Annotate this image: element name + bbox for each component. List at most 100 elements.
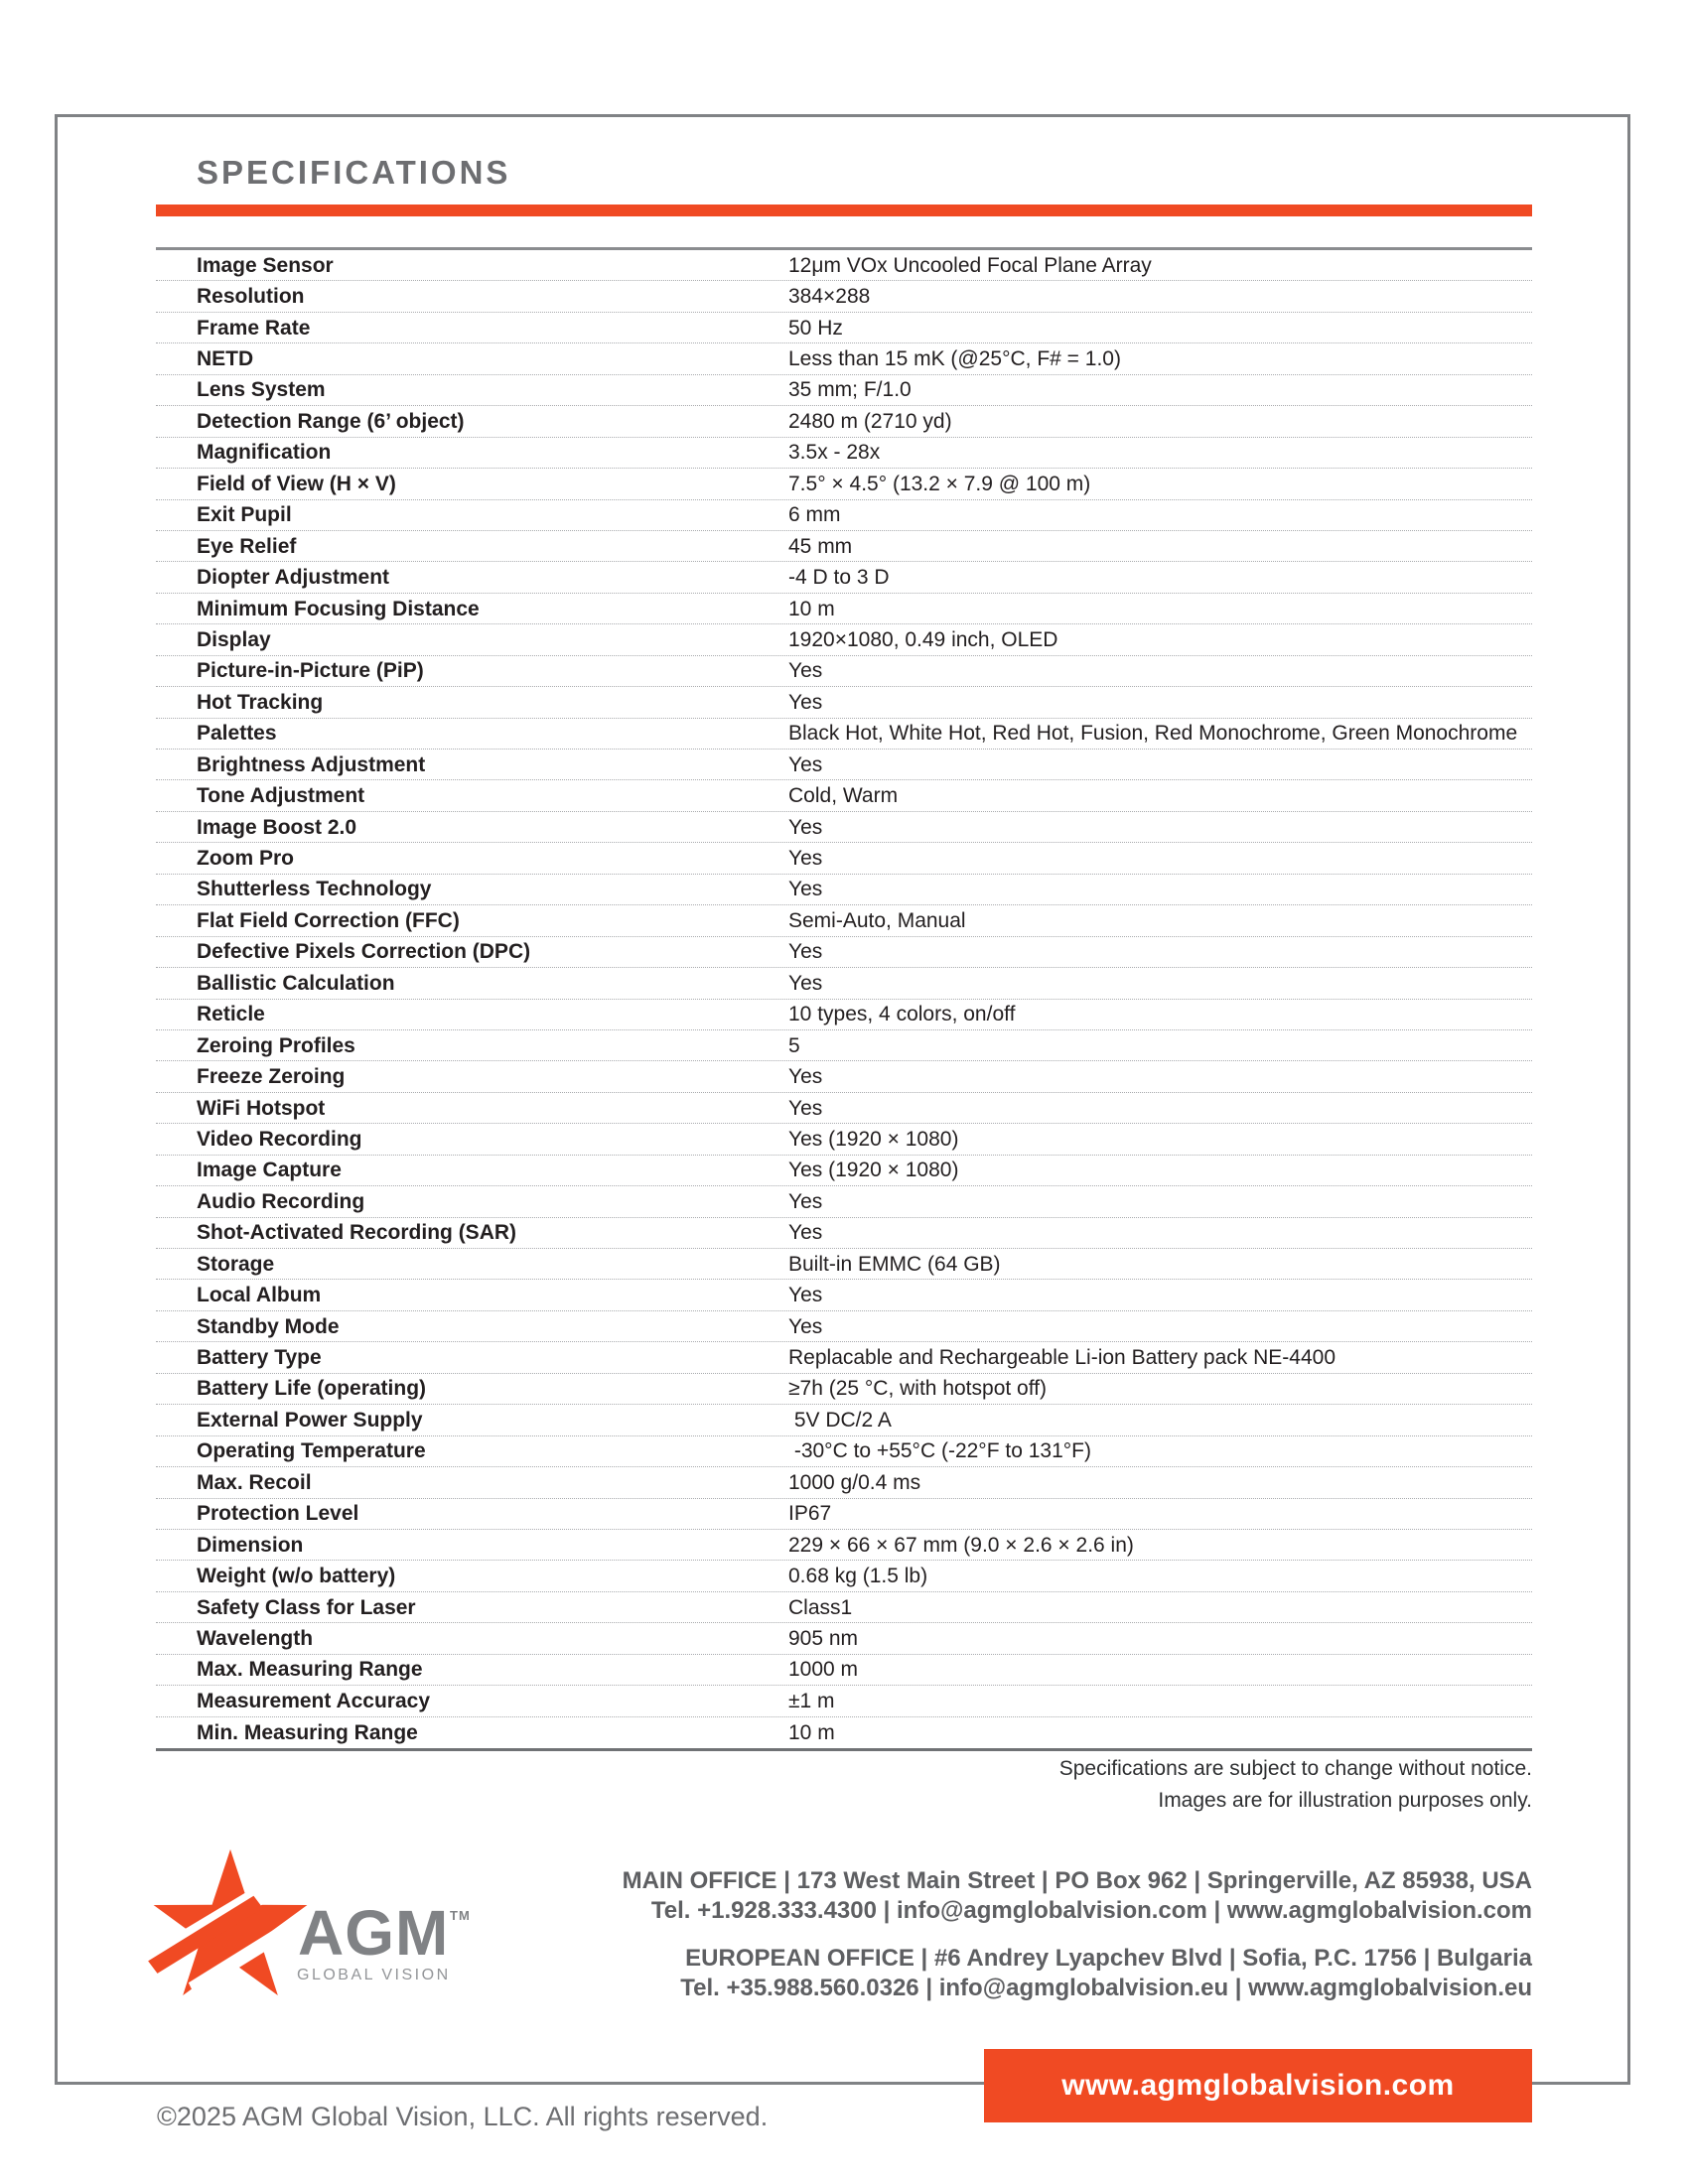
- spec-value: 6 mm: [788, 503, 841, 527]
- spec-label: Diopter Adjustment: [197, 566, 390, 590]
- table-row: Display 1920×1080, 0.49 inch, OLED: [156, 624, 1532, 656]
- website-banner[interactable]: www.agmglobalvision.com: [984, 2049, 1532, 2122]
- spec-label: Dimension: [197, 1533, 304, 1557]
- spec-label: Audio Recording: [197, 1189, 365, 1213]
- agm-logo-wordmark: AGM: [298, 1897, 450, 1969]
- table-row: Battery Type Replacable and Rechargeable …: [156, 1342, 1532, 1374]
- copyright-notice: ©2025 AGM Global Vision, LLC. All rights…: [157, 2102, 769, 2131]
- spec-value: Yes: [788, 690, 823, 714]
- spec-value: 5V DC/2 A: [788, 1408, 892, 1432]
- table-row: Max. Measuring Range 1000 m: [156, 1655, 1532, 1687]
- spec-label: Display: [197, 627, 271, 651]
- table-row: Eye Relief 45 mm: [156, 531, 1532, 563]
- european-office-contacts: Tel. +35.988.560.0326 | info@agmglobalvi…: [680, 1975, 1532, 2001]
- spec-value: 12μm VOx Uncooled Focal Plane Array: [788, 253, 1152, 277]
- table-row: Shot-Activated Recording (SAR) Yes: [156, 1218, 1532, 1249]
- spec-label: NETD: [197, 347, 254, 371]
- spec-label: Video Recording: [197, 1127, 362, 1151]
- spec-value: 905 nm: [788, 1626, 859, 1650]
- spec-label: Max. Recoil: [197, 1470, 312, 1494]
- spec-label: Image Boost 2.0: [197, 815, 357, 839]
- main-office-contacts: Tel. +1.928.333.4300 | info@agmglobalvis…: [650, 1897, 1532, 1924]
- footnote-line: Specifications are subject to change wit…: [1058, 1757, 1532, 1780]
- table-row: Zeroing Profiles 5: [156, 1030, 1532, 1062]
- spec-label: Lens System: [197, 378, 326, 402]
- spec-label: Storage: [197, 1252, 275, 1276]
- table-row: Video Recording Yes (1920 × 1080): [156, 1124, 1532, 1156]
- spec-value: 35 mm; F/1.0: [788, 378, 912, 402]
- table-row: Flat Field Correction (FFC) Semi-Auto, Ma…: [156, 905, 1532, 937]
- spec-label: Battery Life (operating): [197, 1377, 427, 1401]
- main-office-address: MAIN OFFICE | 173 West Main Street | PO …: [622, 1867, 1532, 1894]
- spec-value: Yes: [788, 659, 823, 683]
- spec-value: Semi-Auto, Manual: [788, 908, 966, 932]
- spec-value: Yes: [788, 847, 823, 871]
- trademark-symbol: TM: [450, 1908, 471, 1923]
- table-row: Image Boost 2.0 Yes: [156, 812, 1532, 844]
- table-row: Brightness Adjustment Yes: [156, 750, 1532, 781]
- table-row: Resolution 384×288: [156, 281, 1532, 313]
- table-row: Zoom Pro Yes: [156, 843, 1532, 875]
- spec-value: 229 × 66 × 67 mm (9.0 × 2.6 × 2.6 in): [788, 1533, 1134, 1557]
- spec-label: Resolution: [197, 285, 305, 309]
- table-row: Palettes Black Hot, White Hot, Red Hot, F…: [156, 719, 1532, 750]
- spec-value: Yes: [788, 1284, 823, 1307]
- spec-value: 7.5° × 4.5° (13.2 × 7.9 @ 100 m): [788, 472, 1091, 495]
- spec-value: Yes: [788, 1065, 823, 1089]
- spec-value: Yes: [788, 971, 823, 995]
- table-row: Detection Range (6’ object) 2480 m (2710 …: [156, 406, 1532, 438]
- table-row: Picture-in-Picture (PiP) Yes: [156, 656, 1532, 688]
- table-row: NETD Less than 15 mK (@25°C, F# = 1.0): [156, 343, 1532, 375]
- spec-value: Less than 15 mK (@25°C, F# = 1.0): [788, 347, 1121, 371]
- table-row: Ballistic Calculation Yes: [156, 968, 1532, 1000]
- spec-label: Zoom Pro: [197, 847, 294, 871]
- table-row: Reticle 10 types, 4 colors, on/off: [156, 1000, 1532, 1030]
- spec-label: WiFi Hotspot: [197, 1096, 326, 1120]
- table-row: Safety Class for Laser Class1: [156, 1592, 1532, 1624]
- table-row: Operating Temperature -30°C to +55°C (-2…: [156, 1436, 1532, 1468]
- table-row: Image Sensor 12μm VOx Uncooled Focal Plan…: [156, 250, 1532, 282]
- footnotes: Specifications are subject to change wit…: [1059, 1753, 1532, 1817]
- spec-label: Frame Rate: [197, 316, 311, 340]
- table-row: External Power Supply 5V DC/2 A: [156, 1405, 1532, 1436]
- office-addresses: MAIN OFFICE | 173 West Main Street | PO …: [623, 1866, 1532, 2003]
- spec-label: Image Sensor: [197, 253, 334, 277]
- table-row: Minimum Focusing Distance 10 m: [156, 594, 1532, 625]
- table-row: Shutterless Technology Yes: [156, 875, 1532, 906]
- spec-label: External Power Supply: [197, 1408, 423, 1432]
- title-accent-rule: [156, 205, 1532, 216]
- spec-label: Tone Adjustment: [197, 784, 365, 808]
- spec-label: Field of View (H × V): [197, 472, 396, 495]
- table-row: Hot Tracking Yes: [156, 687, 1532, 719]
- website-url[interactable]: www.agmglobalvision.com: [1061, 2069, 1455, 2102]
- spec-value: Yes: [788, 1221, 823, 1245]
- spec-value: Replacable and Rechargeable Li-ion Batte…: [788, 1346, 1336, 1370]
- table-row: Field of View (H × V) 7.5° × 4.5° (13.2 ×…: [156, 469, 1532, 500]
- spec-label: Min. Measuring Range: [197, 1720, 418, 1744]
- table-row: Max. Recoil 1000 g/0.4 ms: [156, 1467, 1532, 1499]
- footnote-line: Images are for illustration purposes onl…: [1158, 1789, 1532, 1812]
- spec-label: Protection Level: [197, 1502, 359, 1526]
- table-row: Magnification 3.5x - 28x: [156, 438, 1532, 470]
- spec-value: -30°C to +55°C (-22°F to 131°F): [788, 1439, 1091, 1463]
- spec-label: Wavelength: [197, 1626, 314, 1650]
- spec-value: Yes: [788, 1189, 823, 1213]
- table-row: Image Capture Yes (1920 × 1080): [156, 1156, 1532, 1187]
- spec-label: Operating Temperature: [197, 1439, 426, 1463]
- spec-value: 1920×1080, 0.49 inch, OLED: [788, 627, 1058, 651]
- spec-table: Image Sensor 12μm VOx Uncooled Focal Plan…: [156, 247, 1532, 1751]
- spec-label: Eye Relief: [197, 534, 297, 558]
- table-row: Wavelength 905 nm: [156, 1623, 1532, 1655]
- european-office-address: EUROPEAN OFFICE | #6 Andrey Lyapchev Blv…: [685, 1945, 1532, 1972]
- spec-label: Minimum Focusing Distance: [197, 597, 480, 620]
- spec-value: 0.68 kg (1.5 lb): [788, 1565, 928, 1588]
- table-row: Diopter Adjustment -4 D to 3 D: [156, 562, 1532, 594]
- spec-label: Freeze Zeroing: [197, 1065, 346, 1089]
- spec-label: Weight (w/o battery): [197, 1565, 396, 1588]
- spec-value: Built-in EMMC (64 GB): [788, 1252, 1001, 1276]
- spec-value: Yes (1920 × 1080): [788, 1127, 959, 1151]
- spec-value: 384×288: [788, 285, 871, 309]
- spec-label: Zeroing Profiles: [197, 1033, 355, 1057]
- page-title: SPECIFICATIONS: [197, 154, 511, 191]
- spec-label: Image Capture: [197, 1159, 342, 1182]
